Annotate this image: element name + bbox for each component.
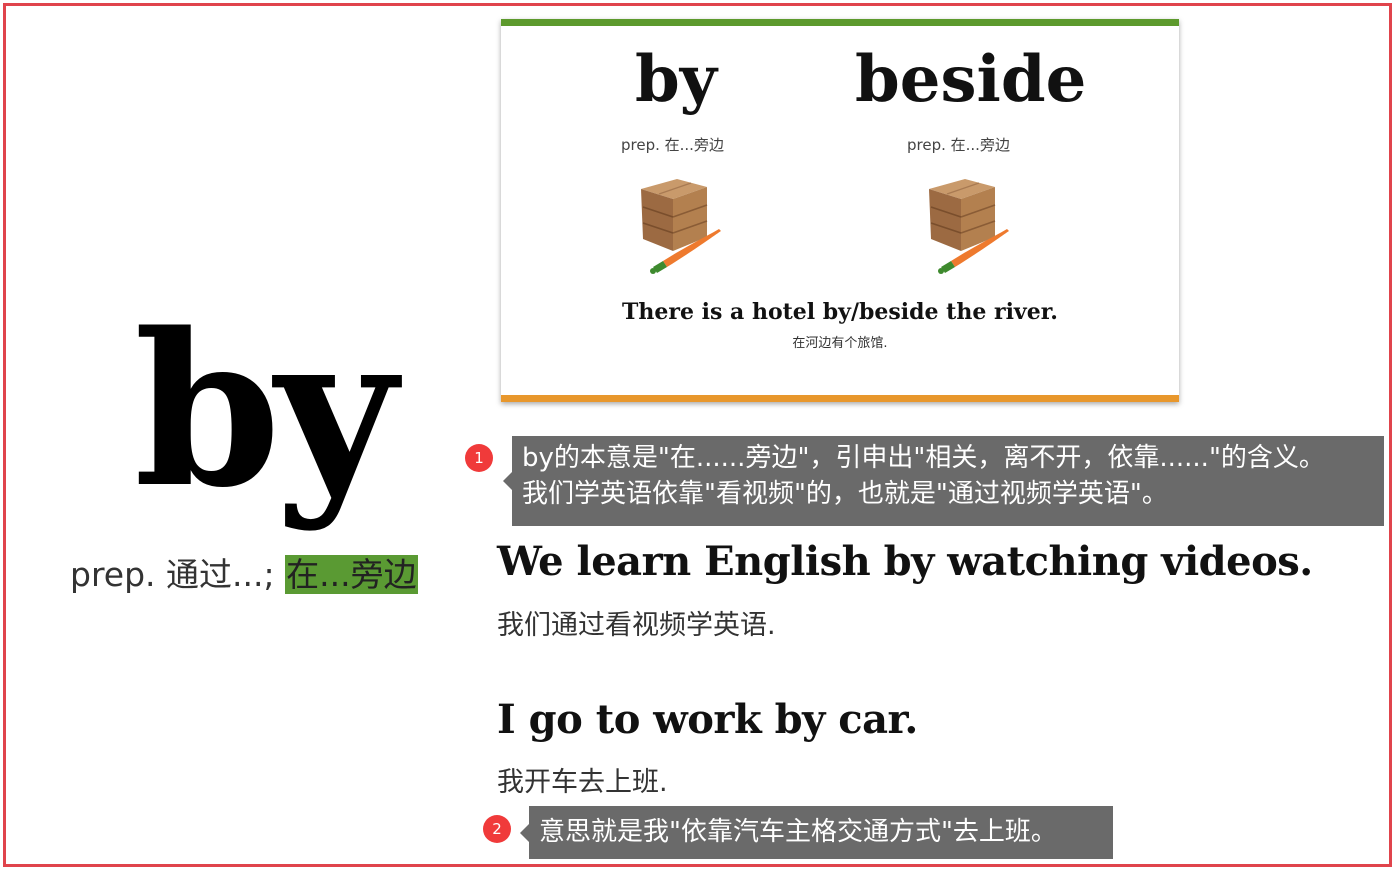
card-word-by: by <box>635 42 717 117</box>
annotation-badge-2: 2 <box>483 815 511 843</box>
card-example-sentence: There is a hotel by/beside the river. <box>622 299 1058 325</box>
annotation-badge-1: 1 <box>465 444 493 472</box>
card-def-beside: prep. 在...旁边 <box>907 136 1010 154</box>
annotation-note-1-line-2: 我们学英语依靠"看视频"的，也就是"通过视频学英语"。 <box>522 479 1168 509</box>
annotation-note-2-line-1: 意思就是我"依靠汽车主格交通方式"去上班。 <box>539 817 1057 847</box>
example-sentence-2: I go to work by car. <box>497 696 918 743</box>
card-def-by: prep. 在...旁边 <box>621 136 724 154</box>
example-sentence-1: We learn English by watching videos. <box>497 538 1313 585</box>
carrot-icon <box>650 229 721 274</box>
definition-prefix: prep. 通过...; <box>70 555 286 594</box>
page-frame: by prep. 通过...; 在...旁边 by beside prep. 在… <box>3 3 1392 867</box>
example-translation-2: 我开车去上班. <box>497 767 668 798</box>
main-word: by <box>134 287 397 534</box>
annotation-note-1: by的本意是"在......旁边"，引申出"相关，离不开，依靠......"的含… <box>503 436 1384 526</box>
main-word-definition: prep. 通过...; 在...旁边 <box>70 548 418 596</box>
annotation-note-1-line-1: by的本意是"在......旁边"，引申出"相关，离不开，依靠......"的含… <box>522 443 1325 473</box>
card-example-translation: 在河边有个旅馆. <box>792 336 888 351</box>
box-carrot-illustration-left <box>641 179 721 274</box>
example-translation-1: 我们通过看视频学英语. <box>497 610 776 641</box>
carrot-icon <box>938 229 1009 274</box>
comparison-card: by beside prep. 在...旁边 prep. 在...旁边 <box>501 19 1179 402</box>
box-icon <box>929 179 996 251</box>
annotation-note-2: 意思就是我"依靠汽车主格交通方式"去上班。 <box>520 806 1113 859</box>
definition-highlight: 在...旁边 <box>285 555 418 594</box>
box-icon <box>641 179 708 251</box>
card-word-beside: beside <box>855 42 1087 117</box>
box-carrot-illustration-right <box>929 179 1009 274</box>
